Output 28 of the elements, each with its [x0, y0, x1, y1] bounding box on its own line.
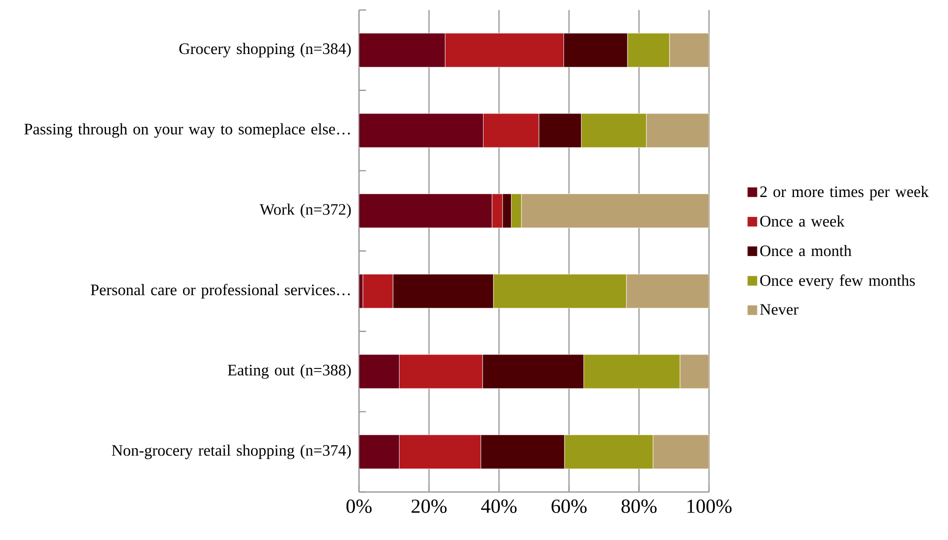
bar	[521, 194, 710, 228]
bar	[359, 113, 484, 148]
y-tick-label: Non-grocery retail shopping (n=374)	[112, 444, 351, 460]
legend-label: Once a week	[760, 215, 845, 227]
x-tick-label: 80%	[622, 500, 657, 514]
bar	[359, 434, 400, 470]
bar	[359, 194, 492, 228]
bar	[359, 354, 400, 389]
x-tick-label: 60%	[552, 500, 587, 514]
legend-label: Never	[760, 304, 798, 315]
bar	[669, 32, 710, 68]
x-tick-label: 0%	[346, 500, 372, 514]
bar	[626, 274, 710, 308]
bar	[680, 354, 710, 389]
bar	[646, 113, 710, 148]
bar	[652, 434, 710, 470]
bar	[359, 32, 446, 68]
x-tick-label: 20%	[412, 500, 447, 514]
legend-label: Once a month	[760, 244, 852, 256]
x-tick-label: 100%	[688, 500, 732, 514]
y-tick-label: Personal care or professional services…	[90, 284, 350, 298]
y-tick-label: Passing through on your way to someplace else…	[24, 123, 350, 138]
y-tick-label: Eating out (n=388)	[228, 364, 351, 379]
legend-label: Once every few months	[760, 274, 915, 290]
y-tick-label: Work (n=372)	[260, 204, 351, 218]
x-tick-label: 40%	[481, 500, 517, 514]
y-tick-label: Grocery shopping (n=384)	[179, 42, 351, 58]
legend-label: 2 or more times per week	[760, 186, 929, 200]
